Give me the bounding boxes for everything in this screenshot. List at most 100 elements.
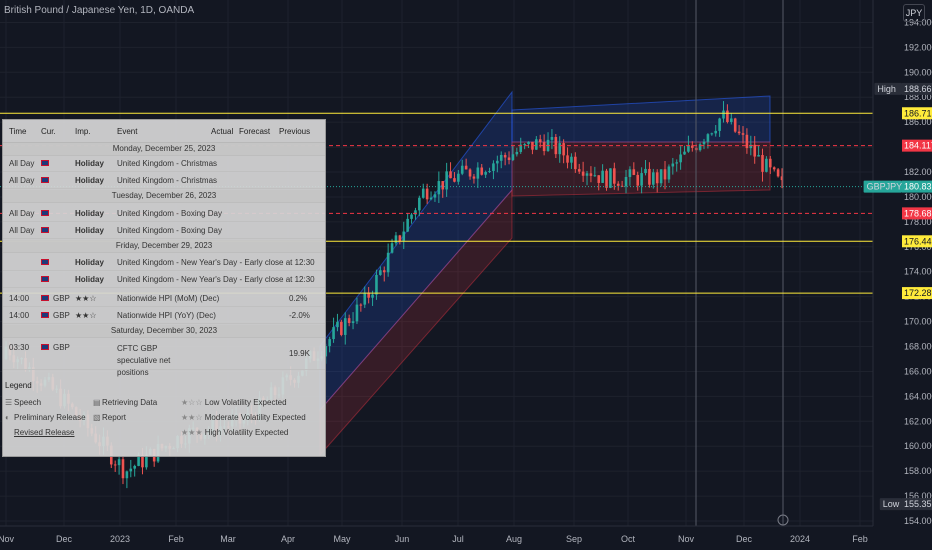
row-previous: 0.2% [289, 294, 308, 303]
candle-body [433, 194, 437, 198]
candle-body [355, 304, 359, 322]
y-tick-label: 164.000 [904, 391, 932, 401]
candle-body [683, 151, 686, 155]
calendar-row[interactable]: All Day Holiday United Kingdom - Boxing … [3, 222, 325, 239]
candle-body [402, 231, 406, 241]
candle-body [382, 270, 386, 273]
price-tag-value: 188.666 [904, 84, 932, 94]
candle-body [511, 154, 515, 161]
candle-body [351, 321, 355, 324]
candle-body [472, 176, 476, 179]
row-importance: Holiday [75, 209, 104, 218]
candle-body [414, 210, 417, 215]
row-event: United Kingdom - Boxing Day [117, 209, 222, 218]
candle-body [671, 163, 675, 167]
uk-flag-icon [41, 295, 49, 301]
header-event: Event [117, 127, 138, 136]
row-time: All Day [9, 209, 35, 218]
candle-body [394, 235, 398, 244]
calendar-row[interactable]: Holiday United Kingdom - New Year's Day … [3, 254, 325, 271]
candle-body [468, 169, 472, 177]
calendar-row[interactable]: 14:00 GBP ★★☆ Nationwide HPI (MoM) (Dec)… [3, 290, 325, 307]
calendar-date-heading: Monday, December 25, 2023 [3, 143, 325, 156]
row-event: Nationwide HPI (MoM) (Dec) [117, 294, 220, 303]
header-forecast: Forecast [239, 127, 271, 136]
y-tick-label: 160.000 [904, 441, 932, 451]
price-tag-bg [902, 287, 932, 300]
candle-body [484, 172, 487, 175]
candle-body [640, 173, 643, 186]
legend-high-volatility: ★★★ High Volatility Expected [181, 428, 289, 437]
y-tick-label: 188.000 [904, 92, 932, 102]
legend-retrieving: ▤Retrieving Data [93, 398, 158, 407]
candle-body [659, 169, 663, 184]
candle-body [710, 133, 714, 135]
candle-body [616, 183, 620, 186]
candle-body [757, 155, 760, 157]
candle-body [620, 185, 624, 187]
row-time: All Day [9, 226, 35, 235]
candle-body [125, 471, 129, 479]
x-tick-label: Oct [621, 534, 636, 544]
y-tick-label: 168.000 [904, 342, 932, 352]
y-tick-label: 190.000 [904, 67, 932, 77]
price-tag-bg [902, 82, 932, 95]
currency-button[interactable]: JPY [903, 4, 925, 22]
report-icon: ▧ [93, 413, 101, 422]
candle-body [652, 172, 655, 185]
importance-stars: ★★☆ [75, 311, 97, 320]
price-tag-value: 176.443 [904, 236, 932, 246]
star-icon: ★★★ [181, 428, 205, 437]
candle-body [507, 157, 511, 161]
y-tick-label: 182.000 [904, 167, 932, 177]
header-actual: Actual [211, 127, 234, 136]
calendar-row[interactable]: All Day Holiday United Kingdom - Christm… [3, 155, 325, 172]
candle-body [117, 459, 121, 466]
candle-body [566, 155, 569, 163]
candle-body [343, 318, 347, 335]
x-tick-label: May [333, 534, 351, 544]
header-currency: Cur. [41, 127, 56, 136]
preliminary-icon: ◐ [5, 413, 10, 422]
price-tag-bg [902, 498, 932, 511]
candle-body [718, 118, 721, 131]
calendar-row[interactable]: Holiday United Kingdom - New Year's Day … [3, 271, 325, 288]
candle-body [722, 110, 725, 119]
candle-body [418, 197, 421, 211]
candle-body [628, 169, 632, 177]
row-previous: 19.9K [289, 349, 310, 358]
candle-body [347, 318, 351, 324]
speech-icon: ☰ [5, 398, 13, 407]
calendar-row[interactable]: All Day Holiday United Kingdom - Christm… [3, 172, 325, 189]
candle-body [772, 167, 776, 170]
y-tick-label: 186.000 [904, 117, 932, 127]
candle-body [519, 144, 523, 152]
candle-body [698, 144, 702, 151]
calendar-row[interactable]: 03:30 GBP CFTC GBP speculative net posit… [3, 339, 325, 377]
x-tick-label: Feb [168, 534, 184, 544]
candle-body [761, 155, 764, 172]
calendar-date-heading: Friday, December 29, 2023 [3, 240, 325, 253]
row-time: 14:00 [9, 311, 30, 320]
candle-body [363, 292, 367, 305]
candle-body [113, 464, 117, 466]
x-tick-label: Jul [452, 534, 464, 544]
row-importance: Holiday [75, 258, 104, 267]
candle-body [679, 154, 682, 163]
row-event: United Kingdom - Christmas [117, 159, 218, 168]
candle-body [636, 174, 640, 186]
candle-body [769, 158, 772, 168]
price-tag-bg [902, 139, 932, 152]
row-event: United Kingdom - New Year's Day - Early … [117, 275, 315, 284]
candle-body [453, 178, 456, 182]
candle-body [609, 168, 612, 188]
calendar-row[interactable]: 14:00 GBP ★★☆ Nationwide HPI (YoY) (Dec)… [3, 307, 325, 324]
candle-body [406, 218, 409, 232]
candle-body [129, 468, 133, 472]
calendar-row[interactable]: All Day Holiday United Kingdom - Boxing … [3, 205, 325, 222]
candle-body [597, 175, 601, 183]
candle-body [437, 181, 441, 195]
price-tag-label-bg [879, 498, 902, 511]
row-time: All Day [9, 176, 35, 185]
blue-channel-flat [511, 95, 771, 143]
